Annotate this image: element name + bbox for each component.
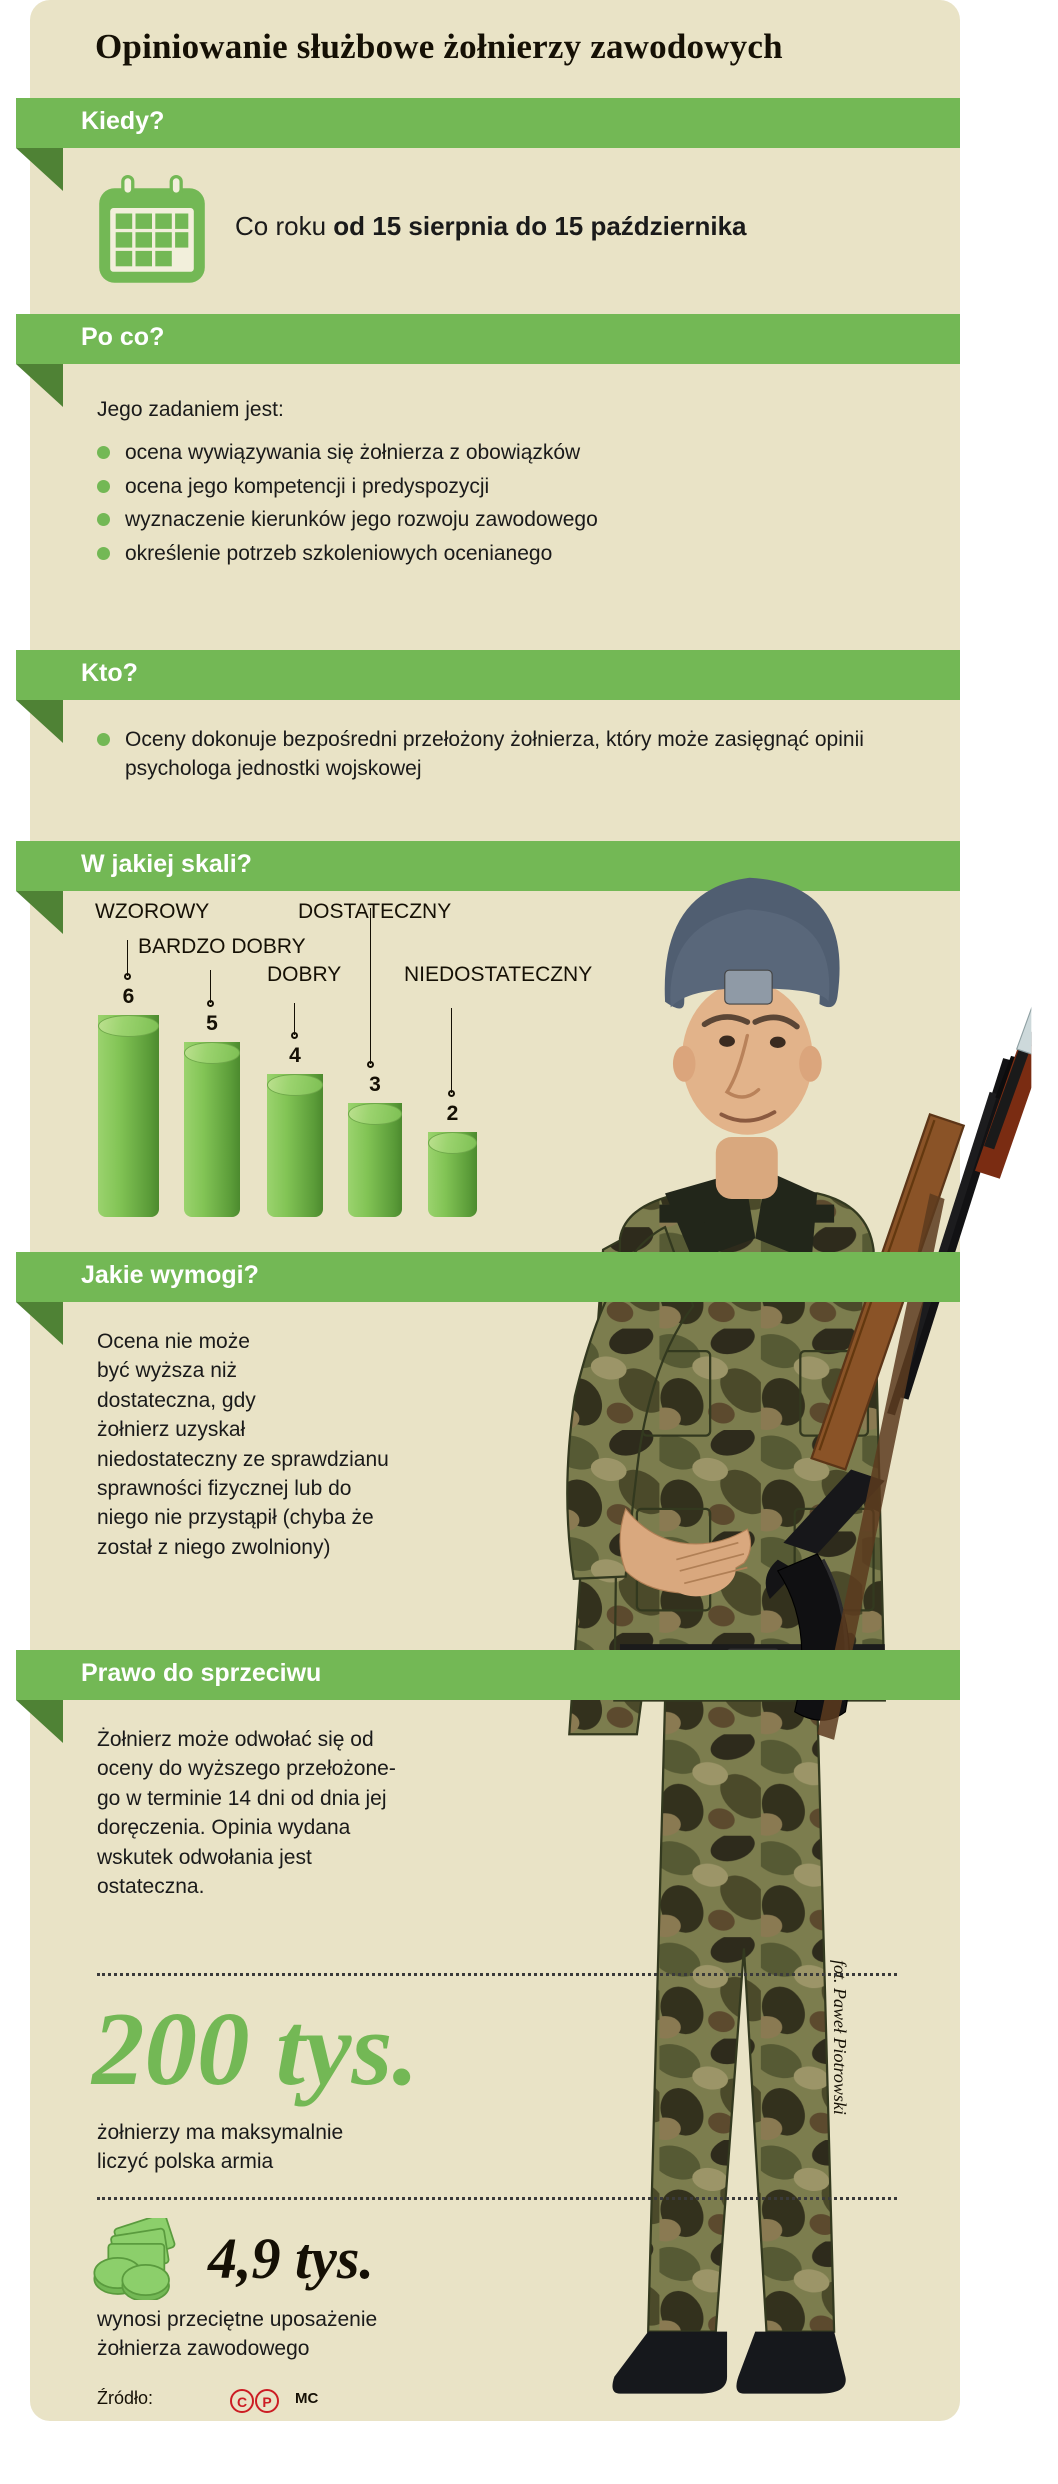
svg-text:C: C [237,2394,247,2410]
svg-text:P: P [262,2394,271,2410]
